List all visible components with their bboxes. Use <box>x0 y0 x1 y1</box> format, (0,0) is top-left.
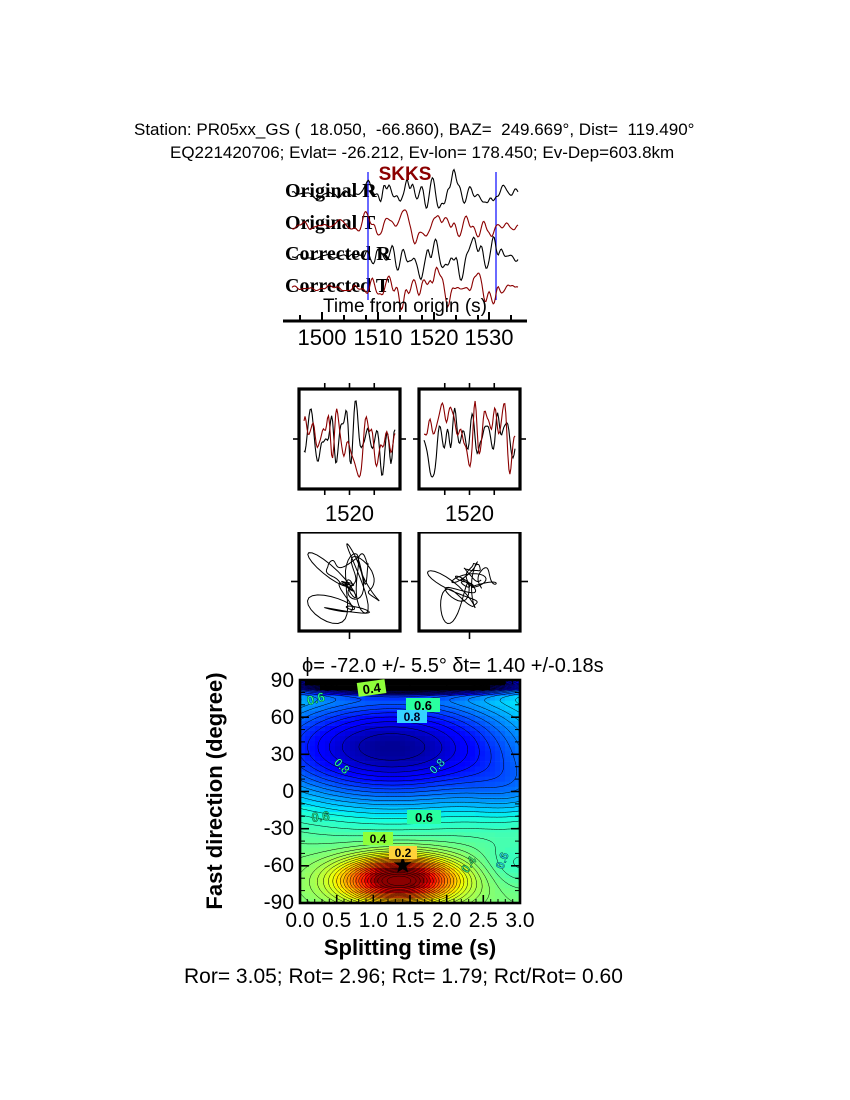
svg-text:ϕ= -72.0 +/- 5.5° δt= 1.40 +/-: ϕ= -72.0 +/- 5.5° δt= 1.40 +/-0.18s <box>302 655 604 677</box>
svg-text:0.6: 0.6 <box>311 808 331 825</box>
svg-text:0.2: 0.2 <box>395 846 412 860</box>
svg-text:Fast direction (degree): Fast direction (degree) <box>202 672 227 909</box>
svg-text:0.6: 0.6 <box>415 810 433 825</box>
svg-text:1.0: 1.0 <box>359 909 388 932</box>
svg-text:-30: -30 <box>264 817 294 840</box>
svg-text:2.0: 2.0 <box>432 909 461 932</box>
svg-text:2.5: 2.5 <box>469 909 498 932</box>
svg-text:Splitting time (s): Splitting time (s) <box>324 935 496 960</box>
svg-text:0.8: 0.8 <box>404 710 421 724</box>
svg-text:0.4: 0.4 <box>370 832 387 846</box>
svg-text:-60: -60 <box>264 854 294 877</box>
svg-text:1.5: 1.5 <box>395 909 424 932</box>
svg-text:0: 0 <box>282 780 294 803</box>
svg-text:30: 30 <box>271 743 294 766</box>
svg-text:0.5: 0.5 <box>322 909 351 932</box>
svg-text:90: 90 <box>271 669 294 692</box>
svg-text:0.0: 0.0 <box>285 909 314 932</box>
svg-text:60: 60 <box>271 706 294 729</box>
svg-text:3.0: 3.0 <box>505 909 534 932</box>
svg-text:0.4: 0.4 <box>362 680 383 697</box>
